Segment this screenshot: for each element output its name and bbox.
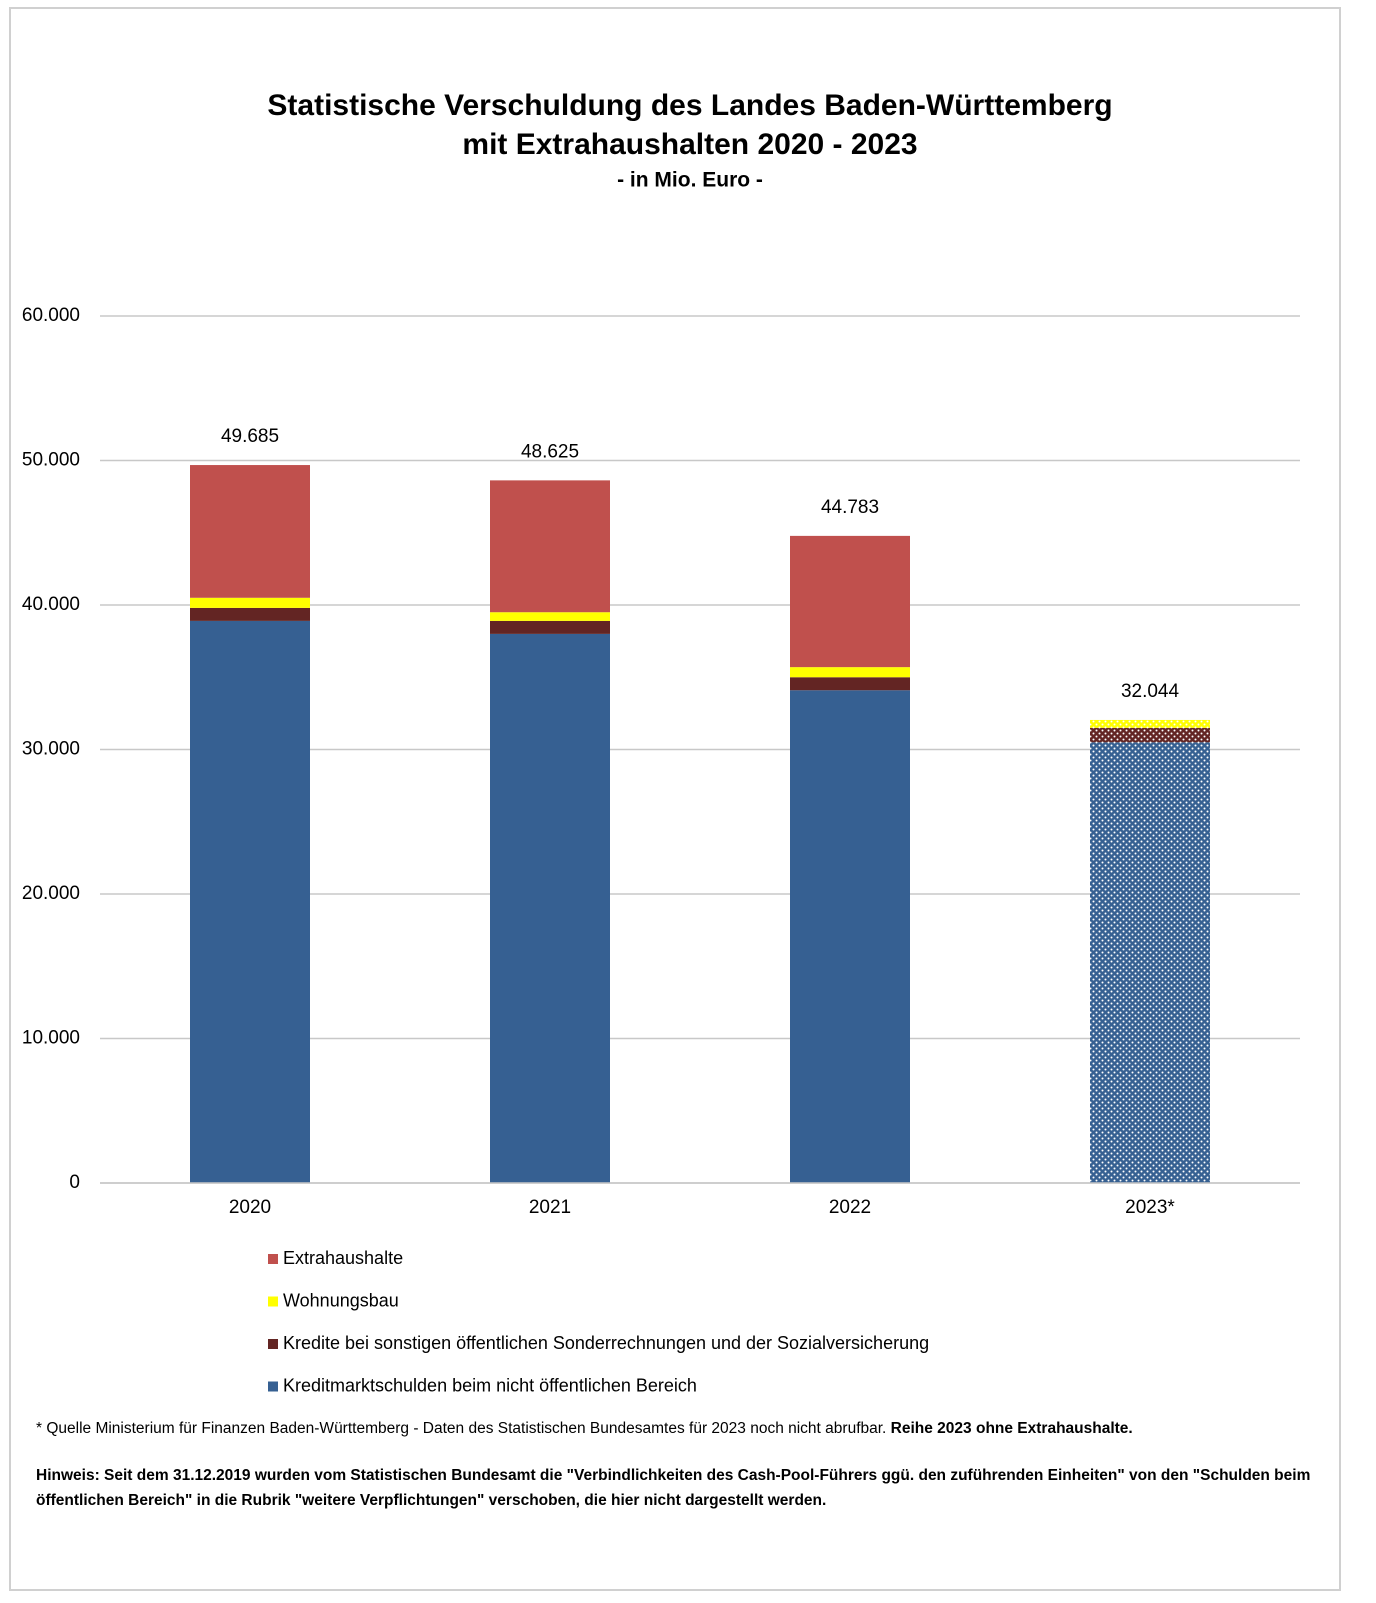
y-tick-label: 40.000 xyxy=(22,594,80,615)
legend-swatch xyxy=(268,1254,278,1264)
chart-title: mit Extrahaushalten 2020 - 2023 xyxy=(462,128,917,161)
total-label: 32.044 xyxy=(1121,681,1180,702)
bar-segment xyxy=(490,620,610,634)
note: Hinweis: Seit dem 31.12.2019 wurden vom … xyxy=(36,1467,1311,1509)
footnote: * Quelle Ministerium für Finanzen Baden-… xyxy=(36,1416,1316,1441)
legend-swatch xyxy=(268,1339,278,1349)
y-tick-label: 20.000 xyxy=(22,883,80,904)
legend-label: Wohnungsbau xyxy=(283,1290,399,1310)
legend-label: Kreditmarktschulden beim nicht öffentlic… xyxy=(283,1375,697,1395)
bar-segment xyxy=(190,465,310,598)
x-tick-label: 2023* xyxy=(1125,1197,1175,1218)
legend-label: Kredite bei sonstigen öffentlichen Sonde… xyxy=(283,1333,929,1353)
total-label: 44.783 xyxy=(821,497,879,518)
y-tick-label: 50.000 xyxy=(22,450,80,471)
bar-segment xyxy=(490,633,610,1183)
bar-segment xyxy=(1090,727,1210,743)
chart-title: Statistische Verschuldung des Landes Bad… xyxy=(267,89,1112,122)
total-label: 48.625 xyxy=(521,441,579,462)
footnote-bold: Reihe 2023 ohne Extrahaushalte. xyxy=(890,1420,1133,1437)
total-label: 49.685 xyxy=(221,426,279,447)
bar-segment xyxy=(790,667,910,678)
bar-segment xyxy=(190,620,310,1183)
chart-subtitle: - in Mio. Euro - xyxy=(617,169,763,192)
y-tick-label: 0 xyxy=(69,1172,80,1193)
legend-swatch xyxy=(268,1381,278,1392)
legend-swatch xyxy=(268,1296,278,1307)
bar-segment xyxy=(190,607,310,621)
bar-segment xyxy=(1090,742,1210,1183)
bar-segment xyxy=(1090,719,1210,728)
y-tick-label: 60.000 xyxy=(22,305,80,326)
bar-segment xyxy=(190,597,310,608)
bar-segment xyxy=(790,677,910,691)
bar-segment xyxy=(490,480,610,613)
legend-label: Extrahaushalte xyxy=(283,1248,403,1268)
y-tick-label: 10.000 xyxy=(22,1028,80,1049)
footnote-text: * Quelle Ministerium für Finanzen Baden-… xyxy=(36,1420,891,1437)
y-tick-label: 30.000 xyxy=(22,739,80,760)
bar-segment xyxy=(790,535,910,668)
x-tick-label: 2021 xyxy=(529,1197,571,1218)
bar-segment xyxy=(490,612,610,621)
x-tick-label: 2022 xyxy=(829,1197,871,1218)
x-tick-label: 2020 xyxy=(229,1197,271,1218)
bar-segment xyxy=(790,690,910,1183)
